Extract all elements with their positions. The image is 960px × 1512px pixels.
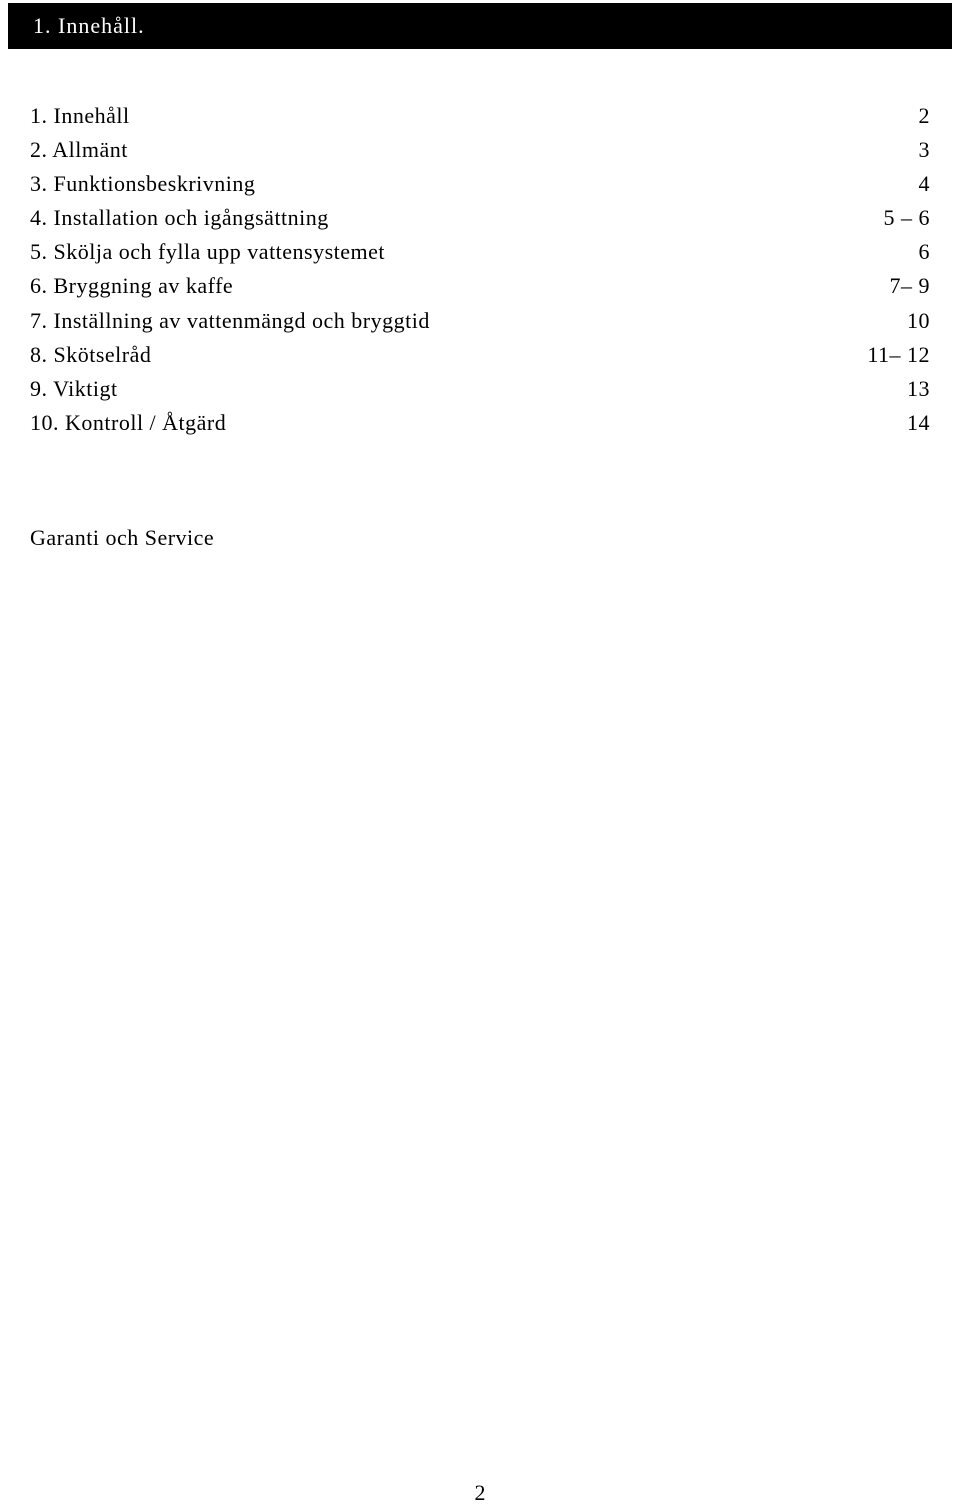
toc-page: 7– 9	[840, 269, 930, 303]
footer-text: Garanti och Service	[30, 525, 930, 551]
toc-row: 9. Viktigt 13	[30, 372, 930, 406]
header-title: 1. Innehåll.	[33, 13, 145, 38]
toc-row: 7. Inställning av vattenmängd och bryggt…	[30, 304, 930, 338]
toc-label: 5. Skölja och fylla upp vattensystemet	[30, 235, 840, 269]
toc-row: 5. Skölja och fylla upp vattensystemet 6	[30, 235, 930, 269]
content-area: 1. Innehåll 2 2. Allmänt 3 3. Funktionsb…	[0, 49, 960, 551]
toc-label: 8. Skötselråd	[30, 338, 840, 372]
toc-page: 10	[840, 304, 930, 338]
toc-page: 6	[840, 235, 930, 269]
toc-page: 4	[840, 167, 930, 201]
toc-label: 10. Kontroll / Åtgärd	[30, 406, 840, 440]
toc-page: 11– 12	[840, 338, 930, 372]
toc-label: 4. Installation och igångsättning	[30, 201, 840, 235]
toc-label: 2. Allmänt	[30, 133, 840, 167]
toc-page: 13	[840, 372, 930, 406]
toc-row: 2. Allmänt 3	[30, 133, 930, 167]
toc-page: 2	[840, 99, 930, 133]
toc-row: 4. Installation och igångsättning 5 – 6	[30, 201, 930, 235]
toc-page: 14	[840, 406, 930, 440]
toc-row: 3. Funktionsbeskrivning 4	[30, 167, 930, 201]
header-bar: 1. Innehåll.	[8, 3, 952, 49]
toc-row: 10. Kontroll / Åtgärd 14	[30, 406, 930, 440]
toc-row: 6. Bryggning av kaffe 7– 9	[30, 269, 930, 303]
toc-label: 7. Inställning av vattenmängd och bryggt…	[30, 304, 840, 338]
toc-label: 9. Viktigt	[30, 372, 840, 406]
toc-label: 6. Bryggning av kaffe	[30, 269, 840, 303]
page-number: 2	[475, 1480, 486, 1506]
toc-label: 1. Innehåll	[30, 99, 840, 133]
toc-page: 3	[840, 133, 930, 167]
toc-row: 1. Innehåll 2	[30, 99, 930, 133]
toc-page: 5 – 6	[840, 201, 930, 235]
toc-row: 8. Skötselråd 11– 12	[30, 338, 930, 372]
toc-label: 3. Funktionsbeskrivning	[30, 167, 840, 201]
